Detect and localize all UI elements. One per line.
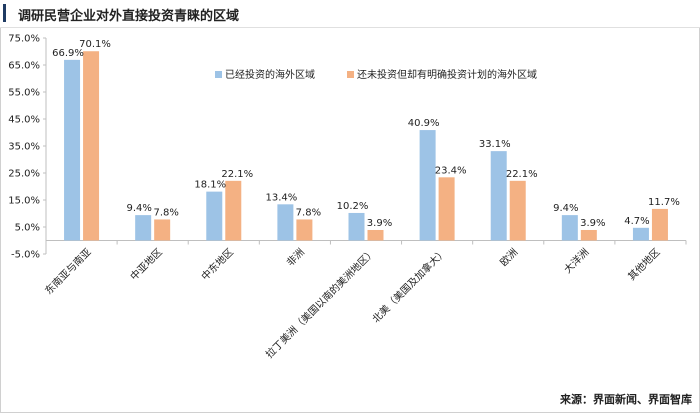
data-label: 9.4% — [126, 203, 151, 214]
data-label: 66.9% — [52, 48, 84, 59]
data-label: 18.1% — [194, 180, 226, 191]
data-labels: 66.9%70.1%9.4% 7.8%18.1%22.1%13.4%7.8%10.… — [52, 39, 680, 229]
bar — [296, 219, 313, 241]
bar — [561, 215, 578, 241]
bar — [206, 191, 223, 241]
bar — [580, 229, 597, 241]
title-accent-bar — [3, 4, 6, 22]
bar — [651, 208, 668, 241]
data-label: 3.9% — [580, 218, 605, 229]
data-label: 70.1% — [79, 39, 111, 50]
y-axis-ticks: -5.0% 5.0% 15.0% 25.0% 35.0% 45.0% 55.0% 65.0% 7… — [8, 34, 687, 261]
y-tick-label: 65.0% — [8, 61, 40, 72]
data-label: 40.9% — [408, 118, 440, 129]
bar — [367, 229, 384, 241]
bar — [225, 180, 242, 241]
bar — [509, 180, 526, 241]
legend-label: 还未投资但却有明确投资计划的海外区域 — [357, 68, 537, 81]
category-label: 拉丁美洲（美国以南的美洲地区） — [263, 245, 378, 360]
bar — [490, 151, 507, 241]
legend: 已经投资的海外区域 还未投资但却有明确投资计划的海外区域 — [215, 68, 537, 81]
legend-label: 已经投资的海外区域 — [225, 68, 315, 81]
data-label: 33.1% — [479, 139, 511, 150]
chart-title: 调研民营企业对外直接投资青睐的区域 — [18, 9, 240, 24]
category-label: 北美（美国及加拿大） — [369, 245, 449, 325]
bar — [632, 227, 649, 241]
bar — [135, 215, 152, 241]
category-label: 欧洲 — [498, 246, 521, 269]
data-label: 13.4% — [265, 192, 297, 203]
y-tick-label: 15.0% — [8, 196, 40, 207]
bar — [348, 212, 365, 241]
data-label: 11.7% — [648, 197, 680, 208]
category-label: 中东地区 — [198, 245, 235, 282]
bar — [277, 204, 294, 241]
bar — [438, 177, 455, 241]
category-label: 非洲 — [284, 246, 307, 269]
data-label: 4.7% — [624, 216, 649, 227]
data-label: 23.4% — [435, 165, 467, 176]
data-label: 7.8% — [153, 207, 178, 218]
title-divider — [0, 27, 700, 28]
y-tick-label: 75.0% — [8, 34, 40, 45]
y-tick-label: 45.0% — [8, 115, 40, 126]
category-label: 中亚地区 — [127, 245, 164, 282]
source-note: 来源：界面新闻、界面智库 — [560, 393, 692, 406]
bar — [83, 51, 100, 241]
data-label: 10.2% — [337, 201, 369, 212]
bars — [64, 51, 668, 241]
y-tick-label: 25.0% — [8, 169, 40, 180]
bar — [64, 59, 81, 241]
category-label: 大洋洲 — [561, 245, 591, 275]
data-label: 3.9% — [367, 218, 392, 229]
legend-swatch — [347, 71, 354, 78]
y-tick-label: 55.0% — [8, 88, 40, 99]
y-tick-label: 35.0% — [8, 142, 40, 153]
category-label: 其他地区 — [625, 245, 662, 282]
bar — [154, 219, 171, 241]
title-bar: 调研民营企业对外直接投资青睐的区域 — [0, 0, 700, 28]
y-tick-label: -5.0% — [11, 250, 40, 261]
data-label: 7.8% — [296, 207, 321, 218]
data-label: 22.1% — [221, 169, 253, 180]
category-label: 东南亚与南亚 — [42, 245, 94, 297]
category-labels: 东南亚与南亚 中亚地区 中东地区 非洲拉丁美洲（美国以南的美洲地区）北美（美国及加拿大… — [42, 245, 663, 360]
bar — [419, 130, 436, 241]
data-label: 22.1% — [506, 169, 538, 180]
data-label: 9.4% — [553, 203, 578, 214]
y-tick-label: 5.0% — [15, 223, 40, 234]
legend-swatch — [215, 71, 222, 78]
